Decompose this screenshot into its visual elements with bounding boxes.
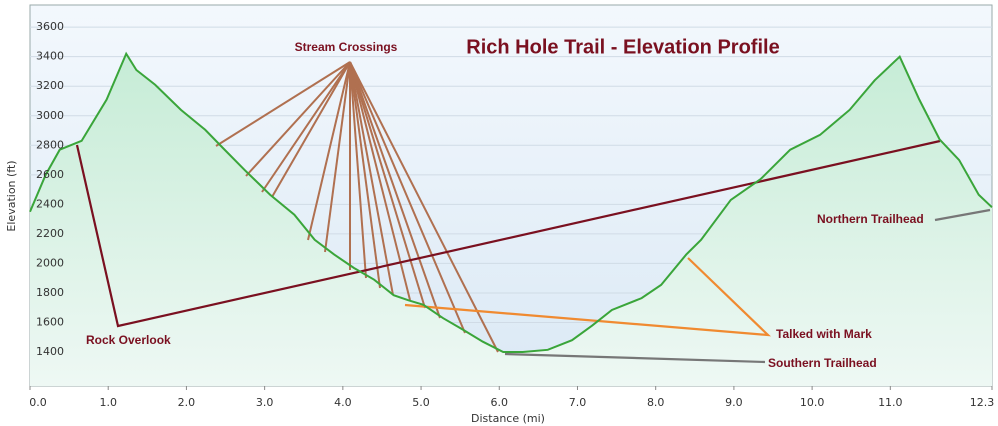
annotation: Northern Trailhead <box>817 212 924 226</box>
x-tick-label: 7.0 <box>569 396 587 409</box>
y-tick-label: 2400 <box>36 197 64 210</box>
y-axis-label: Elevation (ft) <box>5 160 18 231</box>
y-tick-label: 3000 <box>36 109 64 122</box>
x-tick-label: 2.0 <box>178 396 196 409</box>
y-tick-label: 2800 <box>36 138 64 151</box>
northern-line <box>934 208 991 222</box>
x-tick-label: 3.0 <box>256 396 274 409</box>
y-tick-label: 2000 <box>36 256 64 269</box>
x-tick-label: 11.0 <box>878 396 903 409</box>
y-tick-label: 3400 <box>36 50 64 63</box>
annotation-lines <box>75 61 991 364</box>
mark-line <box>404 257 771 337</box>
x-tick-label: 6.0 <box>491 396 509 409</box>
x-tick-label: 10.0 <box>800 396 825 409</box>
annotation: Stream Crossings <box>295 40 398 54</box>
elevation-line <box>29 51 993 354</box>
y-tick-label: 1600 <box>36 316 64 329</box>
x-tick-label: 0.0 <box>29 396 47 409</box>
y-tick-label: 1800 <box>36 286 64 299</box>
area-fill <box>30 53 992 387</box>
annotation: Southern Trailhead <box>768 356 877 370</box>
rock-overlook-line <box>75 139 941 328</box>
y-tick-label: 2200 <box>36 227 64 240</box>
y-tick-label: 1400 <box>36 345 64 358</box>
y-tick-label: 3600 <box>36 20 64 33</box>
x-tick-label: 9.0 <box>725 396 743 409</box>
x-tick-label: 12.3 <box>970 396 995 409</box>
y-tick-label: 3200 <box>36 79 64 92</box>
x-tick-label: 1.0 <box>99 396 117 409</box>
stream-lines <box>215 61 499 353</box>
annotation: Talked with Mark <box>776 327 872 341</box>
x-tick-label: 8.0 <box>647 396 665 409</box>
x-tick-label: 4.0 <box>334 396 352 409</box>
annotation: Rock Overlook <box>86 333 171 347</box>
x-tick-label: 5.0 <box>412 396 430 409</box>
y-tick-label: 2600 <box>36 168 64 181</box>
x-axis-label: Distance (mi) <box>471 412 545 425</box>
southern-line <box>504 352 766 364</box>
chart-title: Rich Hole Trail - Elevation Profile <box>466 36 779 58</box>
